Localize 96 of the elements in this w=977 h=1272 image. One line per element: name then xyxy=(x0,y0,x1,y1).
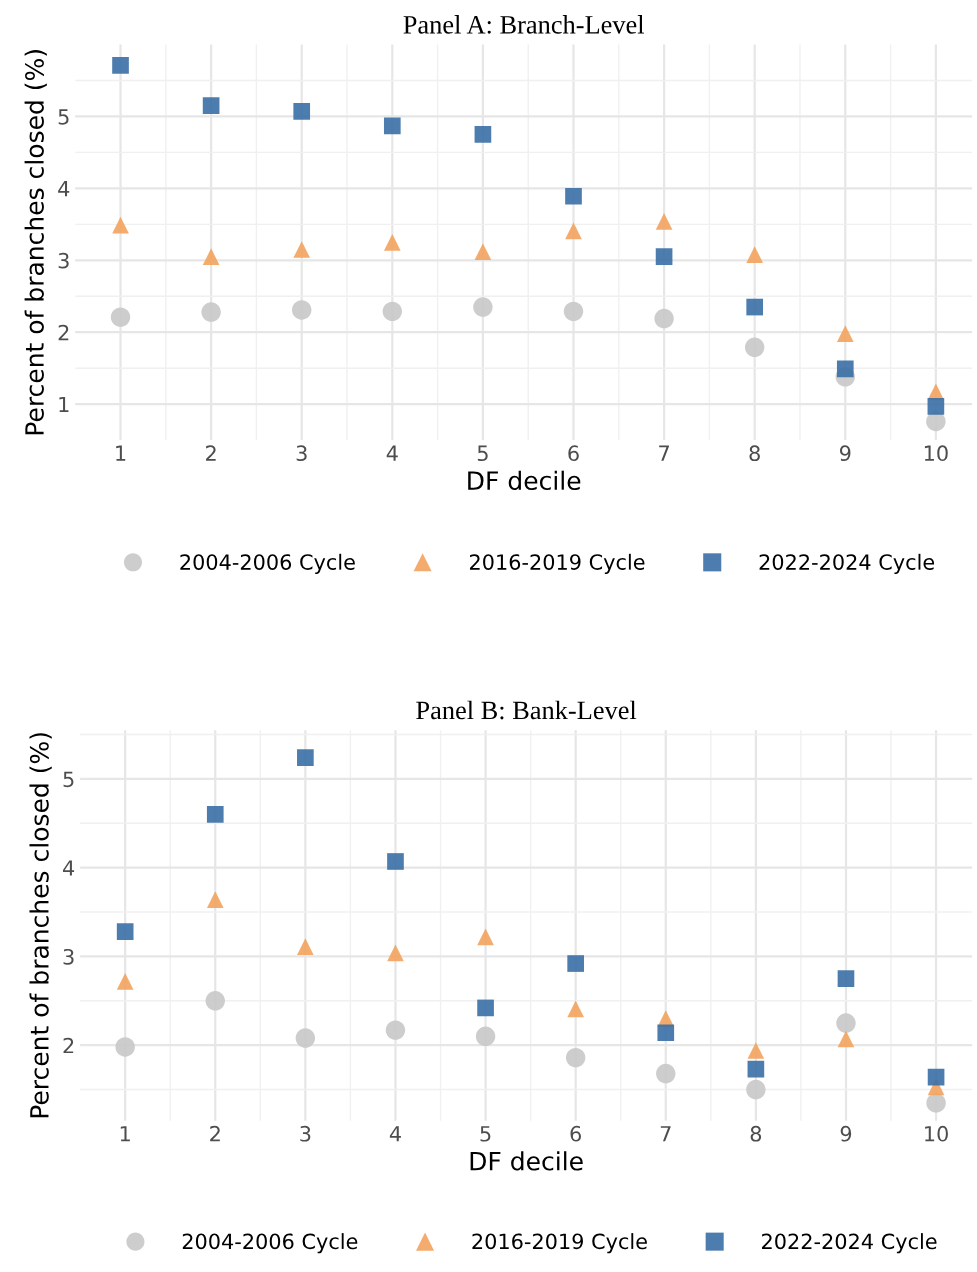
point xyxy=(202,97,220,114)
point xyxy=(201,302,221,322)
point xyxy=(657,1024,675,1042)
x-tick-label: 10 xyxy=(924,445,948,462)
point xyxy=(654,308,674,329)
point xyxy=(112,216,129,234)
point xyxy=(110,307,131,327)
point xyxy=(836,360,854,378)
point xyxy=(293,103,311,120)
point xyxy=(746,298,764,316)
y-tick-label: 4 xyxy=(63,860,75,876)
x-tick-label: 4 xyxy=(389,1126,401,1142)
point xyxy=(295,1028,316,1048)
y-tick-label: 1 xyxy=(59,396,69,413)
point xyxy=(202,248,220,266)
point xyxy=(836,325,854,342)
legend-label: 2004-2006 Cycle xyxy=(182,1233,358,1254)
point xyxy=(297,938,314,956)
point xyxy=(206,806,224,823)
y-axis-title: Percent of branches closed (%) xyxy=(29,733,52,1118)
chart-title: Panel B: Bank-Level xyxy=(416,700,637,720)
x-tick-label: 10 xyxy=(925,1125,948,1142)
x-tick-label: 5 xyxy=(480,1126,491,1142)
point xyxy=(477,928,494,946)
point xyxy=(385,1020,406,1040)
point xyxy=(474,243,492,260)
point xyxy=(837,970,855,987)
point xyxy=(655,248,673,266)
point xyxy=(565,187,582,205)
point xyxy=(837,1030,855,1048)
x-tick-label: 3 xyxy=(296,445,307,462)
y-tick-label: 4 xyxy=(58,181,70,197)
point xyxy=(206,891,224,908)
x-tick-label: 9 xyxy=(840,1125,852,1142)
point xyxy=(656,1063,676,1084)
legend-label: 2004-2006 Cycle xyxy=(180,553,355,574)
point xyxy=(927,1068,945,1086)
y-tick-label: 3 xyxy=(58,252,69,269)
x-tick-label: 6 xyxy=(570,1125,581,1142)
y-tick-label: 2 xyxy=(63,1037,74,1054)
point xyxy=(567,1000,584,1018)
point xyxy=(383,233,401,251)
point xyxy=(567,955,584,972)
point xyxy=(473,297,493,317)
point xyxy=(836,1013,856,1033)
point xyxy=(112,57,129,74)
point xyxy=(747,1060,765,1078)
y-tick-label: 3 xyxy=(63,948,74,965)
legend-label: 2016-2019 Cycle xyxy=(469,553,645,574)
point xyxy=(746,246,764,263)
chart-title: Panel A: Branch-Level xyxy=(403,15,645,34)
point xyxy=(293,241,311,258)
x-tick-label: 1 xyxy=(116,445,126,461)
x-tick-label: 6 xyxy=(568,445,579,462)
x-tick-label: 7 xyxy=(659,445,669,461)
point xyxy=(116,923,134,940)
point xyxy=(746,1079,766,1100)
y-axis-title: Percent of branches closed (%) xyxy=(24,50,47,435)
y-tick-label: 2 xyxy=(58,324,69,341)
x-tick-label: 8 xyxy=(750,1125,762,1142)
point xyxy=(655,213,673,230)
x-axis-title: DF decile xyxy=(470,1151,583,1171)
x-tick-label: 3 xyxy=(300,1125,311,1142)
point xyxy=(563,301,584,322)
point xyxy=(565,1047,586,1068)
legend-label: 2022-2024 Cycle xyxy=(762,1233,937,1254)
point xyxy=(387,944,404,962)
x-tick-label: 2 xyxy=(206,445,216,461)
point xyxy=(297,749,314,766)
x-tick-label: 9 xyxy=(839,445,851,462)
point xyxy=(565,222,582,240)
x-tick-label: 2 xyxy=(210,1125,220,1142)
legend-label: 2016-2019 Cycle xyxy=(472,1233,647,1254)
x-axis-title: DF decile xyxy=(468,470,581,491)
point xyxy=(383,117,401,135)
point xyxy=(382,301,403,322)
y-tick-label: 5 xyxy=(58,109,69,125)
x-tick-label: 7 xyxy=(660,1126,671,1142)
point xyxy=(291,300,312,320)
x-tick-label: 1 xyxy=(120,1126,130,1142)
point xyxy=(387,853,404,870)
point xyxy=(115,1037,135,1057)
point xyxy=(744,337,765,358)
point xyxy=(475,1026,496,1047)
point xyxy=(474,126,492,143)
point xyxy=(926,1093,946,1113)
legend-label: 2022-2024 Cycle xyxy=(759,553,935,574)
x-tick-label: 5 xyxy=(477,445,488,462)
point xyxy=(747,1042,765,1059)
point xyxy=(116,972,134,990)
x-tick-label: 4 xyxy=(386,445,398,461)
point xyxy=(477,999,494,1017)
point xyxy=(927,397,945,415)
x-tick-label: 8 xyxy=(749,445,760,462)
y-tick-label: 5 xyxy=(63,771,74,788)
point xyxy=(205,991,225,1011)
